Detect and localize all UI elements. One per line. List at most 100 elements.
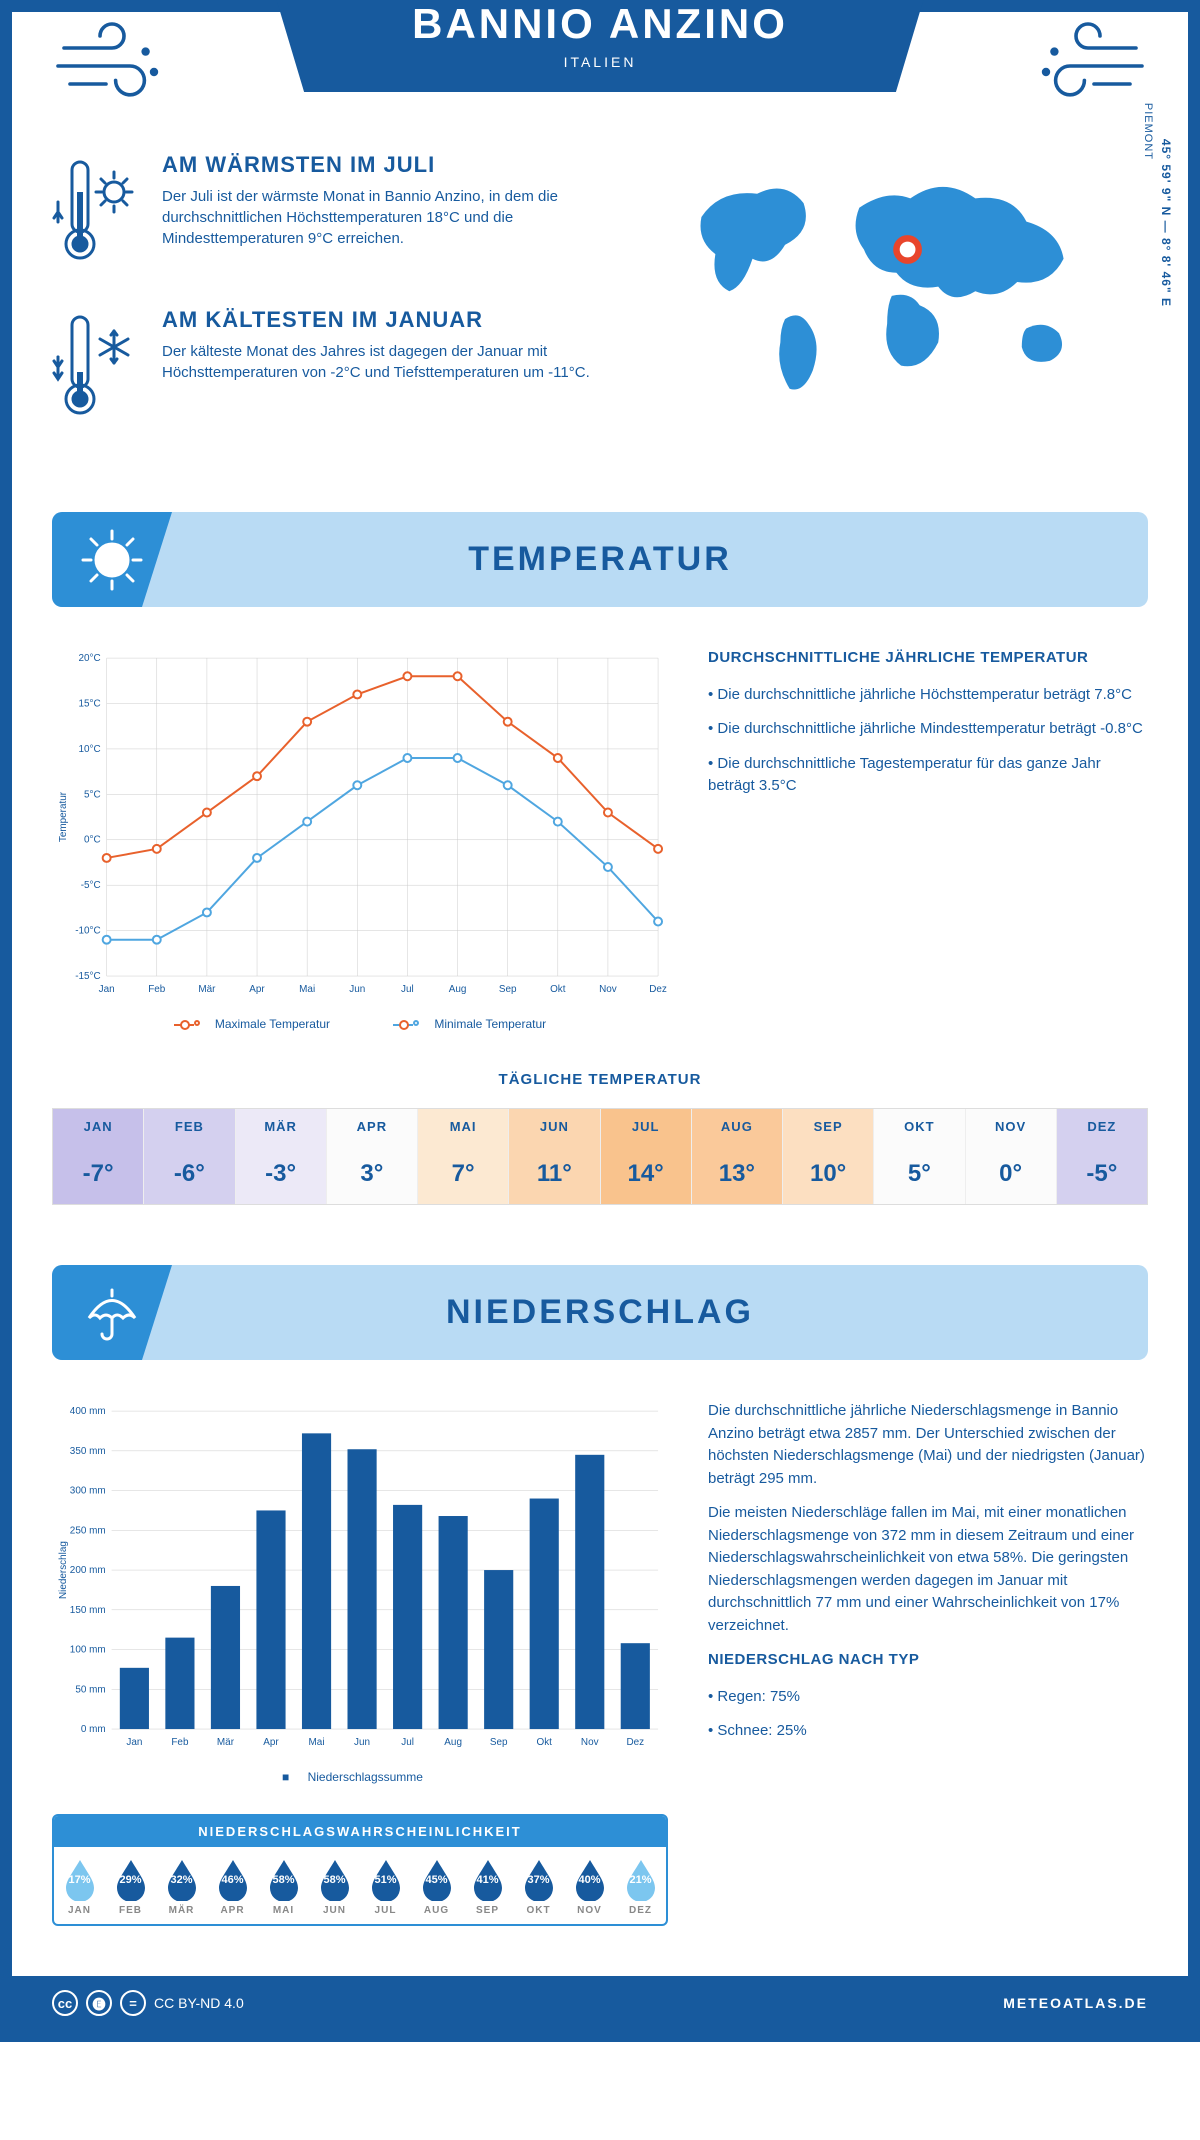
prob-value: 21% bbox=[629, 1874, 651, 1886]
raindrop-icon: 58% bbox=[316, 1857, 354, 1901]
daily-temp-title: TÄGLICHE TEMPERATUR bbox=[52, 1071, 1148, 1088]
daily-temp-cell: NOV0° bbox=[966, 1109, 1057, 1204]
daily-month: JAN bbox=[53, 1109, 143, 1144]
svg-text:Nov: Nov bbox=[581, 1737, 599, 1748]
prob-value: 32% bbox=[170, 1874, 192, 1886]
temperature-title: TEMPERATUR bbox=[468, 540, 732, 578]
legend-precip: Niederschlagssumme bbox=[308, 1770, 423, 1784]
precip-probability-box: NIEDERSCHLAGSWAHRSCHEINLICHKEIT 17% JAN … bbox=[52, 1814, 668, 1926]
license-block: cc 🅔 = CC BY-ND 4.0 bbox=[52, 1990, 244, 2016]
prob-cell: 29% FEB bbox=[105, 1847, 156, 1924]
daily-value: 13° bbox=[692, 1144, 782, 1204]
wind-icon-right bbox=[1028, 12, 1148, 113]
prob-month: MÄR bbox=[156, 1905, 207, 1916]
daily-month: NOV bbox=[966, 1109, 1056, 1144]
thermometer-hot-icon bbox=[52, 152, 142, 277]
prob-value: 45% bbox=[425, 1874, 447, 1886]
svg-text:50 mm: 50 mm bbox=[75, 1684, 105, 1695]
daily-temp-cell: APR3° bbox=[327, 1109, 418, 1204]
svg-text:200 mm: 200 mm bbox=[70, 1565, 106, 1576]
prob-month: AUG bbox=[411, 1905, 462, 1916]
daily-month: DEZ bbox=[1057, 1109, 1147, 1144]
prob-title: NIEDERSCHLAGSWAHRSCHEINLICHKEIT bbox=[54, 1816, 666, 1847]
precip-type-bullet: Schnee: 25% bbox=[708, 1720, 1148, 1743]
daily-month: APR bbox=[327, 1109, 417, 1144]
svg-text:10°C: 10°C bbox=[79, 744, 101, 755]
daily-temp-cell: OKT5° bbox=[874, 1109, 965, 1204]
svg-text:Jun: Jun bbox=[349, 984, 365, 995]
coords-label: 45° 59' 9" N — 8° 8' 46" E bbox=[1159, 139, 1173, 307]
daily-temp-cell: MÄR-3° bbox=[236, 1109, 327, 1204]
temp-bullets: Die durchschnittliche jährliche Höchstte… bbox=[708, 684, 1148, 798]
daily-month: JUL bbox=[601, 1109, 691, 1144]
daily-temp-cell: JAN-7° bbox=[53, 1109, 144, 1204]
daily-value: 3° bbox=[327, 1144, 417, 1204]
prob-value: 51% bbox=[374, 1874, 396, 1886]
warm-fact: AM WÄRMSTEN IM JULI Der Juli ist der wär… bbox=[52, 152, 605, 277]
precip-section-header: NIEDERSCHLAG bbox=[52, 1265, 1148, 1360]
raindrop-icon: 29% bbox=[112, 1857, 150, 1901]
precip-text-1: Die durchschnittliche jährliche Niedersc… bbox=[708, 1400, 1148, 1490]
svg-text:0 mm: 0 mm bbox=[81, 1724, 106, 1735]
daily-temp-table: JAN-7°FEB-6°MÄR-3°APR3°MAI7°JUN11°JUL14°… bbox=[52, 1108, 1148, 1205]
svg-text:Temperatur: Temperatur bbox=[58, 791, 69, 842]
svg-text:Feb: Feb bbox=[171, 1737, 189, 1748]
raindrop-icon: 46% bbox=[214, 1857, 252, 1901]
prob-month: SEP bbox=[462, 1905, 513, 1916]
svg-text:Dez: Dez bbox=[626, 1737, 644, 1748]
cold-fact: AM KÄLTESTEN IM JANUAR Der kälteste Mona… bbox=[52, 307, 605, 432]
thermometer-cold-icon bbox=[52, 307, 142, 432]
cold-fact-text: Der kälteste Monat des Jahres ist dagege… bbox=[162, 341, 605, 383]
daily-value: 14° bbox=[601, 1144, 691, 1204]
precip-text-2: Die meisten Niederschläge fallen im Mai,… bbox=[708, 1502, 1148, 1637]
world-map-icon bbox=[645, 152, 1148, 412]
svg-text:Mai: Mai bbox=[299, 984, 315, 995]
svg-text:350 mm: 350 mm bbox=[70, 1446, 106, 1457]
daily-temp-cell: JUN11° bbox=[509, 1109, 600, 1204]
prob-month: OKT bbox=[513, 1905, 564, 1916]
prob-cell: 32% MÄR bbox=[156, 1847, 207, 1924]
svg-text:Apr: Apr bbox=[249, 984, 265, 995]
svg-text:300 mm: 300 mm bbox=[70, 1486, 106, 1497]
svg-text:Mär: Mär bbox=[198, 984, 216, 995]
by-icon: 🅔 bbox=[86, 1990, 112, 2016]
prob-cell: 40% NOV bbox=[564, 1847, 615, 1924]
svg-text:Apr: Apr bbox=[263, 1737, 279, 1748]
prob-month: NOV bbox=[564, 1905, 615, 1916]
svg-text:Jan: Jan bbox=[99, 984, 115, 995]
prob-cell: 51% JUL bbox=[360, 1847, 411, 1924]
svg-text:Nov: Nov bbox=[599, 984, 617, 995]
raindrop-icon: 58% bbox=[265, 1857, 303, 1901]
daily-month: AUG bbox=[692, 1109, 782, 1144]
daily-month: OKT bbox=[874, 1109, 964, 1144]
raindrop-icon: 21% bbox=[622, 1857, 660, 1901]
temp-bullet: Die durchschnittliche jährliche Mindestt… bbox=[708, 718, 1148, 741]
title-banner: BANNIO ANZINO ITALIEN bbox=[271, 0, 929, 92]
prob-cell: 17% JAN bbox=[54, 1847, 105, 1924]
svg-text:Jul: Jul bbox=[401, 984, 414, 995]
prob-value: 17% bbox=[68, 1874, 90, 1886]
raindrop-icon: 45% bbox=[418, 1857, 456, 1901]
daily-value: 7° bbox=[418, 1144, 508, 1204]
raindrop-icon: 40% bbox=[571, 1857, 609, 1901]
prob-month: FEB bbox=[105, 1905, 156, 1916]
svg-text:Okt: Okt bbox=[550, 984, 566, 995]
svg-text:Dez: Dez bbox=[649, 984, 667, 995]
intro-section: AM WÄRMSTEN IM JULI Der Juli ist der wär… bbox=[52, 152, 1148, 462]
umbrella-icon bbox=[52, 1265, 172, 1360]
raindrop-icon: 51% bbox=[367, 1857, 405, 1901]
daily-temp-cell: AUG13° bbox=[692, 1109, 783, 1204]
daily-month: MAI bbox=[418, 1109, 508, 1144]
svg-text:15°C: 15°C bbox=[79, 698, 101, 709]
precip-bar-chart: 0 mm50 mm100 mm150 mm200 mm250 mm300 mm3… bbox=[52, 1400, 668, 1760]
temperature-line-chart: -15°C-10°C-5°C0°C5°C10°C15°C20°CJanFebMä… bbox=[52, 647, 668, 1007]
warm-fact-text: Der Juli ist der wärmste Monat in Bannio… bbox=[162, 186, 605, 249]
sun-icon bbox=[52, 512, 172, 607]
raindrop-icon: 41% bbox=[469, 1857, 507, 1901]
prob-month: JAN bbox=[54, 1905, 105, 1916]
legend-max: Maximale Temperatur bbox=[215, 1017, 330, 1031]
svg-text:-5°C: -5°C bbox=[81, 880, 101, 891]
temperature-section-header: TEMPERATUR bbox=[52, 512, 1148, 607]
prob-value: 46% bbox=[221, 1874, 243, 1886]
location-marker-icon bbox=[897, 238, 919, 260]
